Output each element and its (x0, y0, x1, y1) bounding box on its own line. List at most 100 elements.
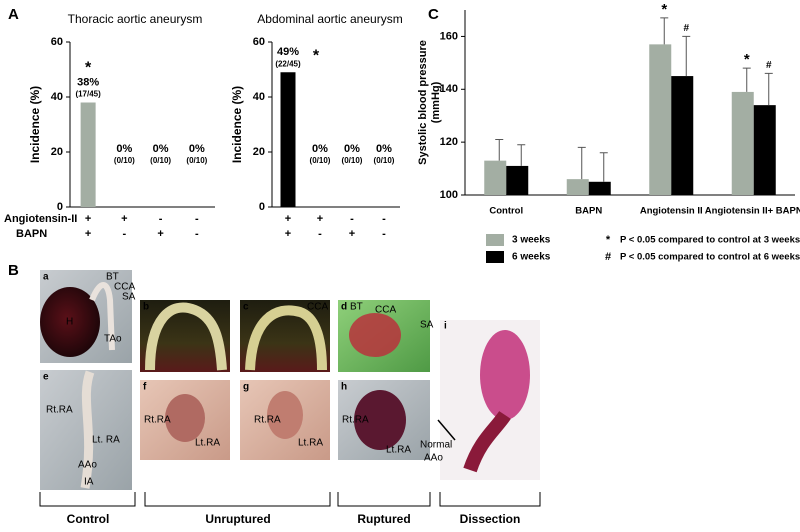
panel-label: A (8, 6, 19, 23)
x-tick-label: Angiotensin II (640, 206, 703, 217)
photo-label: Rt.RA (342, 415, 369, 426)
value-label: 0% (312, 143, 328, 155)
significance: # (766, 60, 772, 71)
group-label: Ruptured (357, 512, 410, 526)
error-bar (742, 67, 751, 92)
bar (731, 91, 754, 195)
bar (506, 165, 529, 195)
photo-organ (165, 394, 205, 442)
legend-note: P < 0.05 compared to control at 3 weeks (620, 235, 800, 246)
photo-label: CCA (375, 305, 396, 316)
count-label: (17/45) (75, 90, 101, 99)
significance: * (85, 60, 92, 77)
photo-label: CCA (307, 302, 328, 313)
value-label: 0% (344, 143, 360, 155)
treatment-sign: - (350, 213, 354, 225)
group-label: Dissection (460, 512, 521, 526)
photos (40, 270, 540, 490)
legend-swatch (486, 234, 504, 246)
treatment-sign: + (121, 213, 127, 225)
photo-vessel (245, 305, 327, 371)
photo-label: SA (122, 292, 136, 303)
bar (753, 105, 776, 195)
treatment-sign: - (318, 228, 322, 240)
treatment-sign: + (157, 228, 163, 240)
y-axis-label: Incidence (%) (230, 86, 244, 163)
photo-organ (267, 391, 303, 439)
photo-label: IA (84, 477, 94, 488)
bracket (337, 492, 431, 507)
error-bar (764, 72, 773, 106)
photo-label: Lt.RA (195, 438, 220, 449)
error-bar (660, 17, 669, 45)
treatment-sign: + (349, 228, 355, 240)
treatment-sign: - (195, 213, 199, 225)
photo-label: BT (350, 302, 363, 313)
y-axis-label: (mmHg) (430, 81, 442, 123)
y-tick-label: 160 (440, 30, 458, 42)
photo-letter: b (143, 302, 149, 313)
photo-label: Lt.RA (298, 438, 323, 449)
significance: * (313, 47, 320, 64)
photo-letter: f (143, 382, 147, 393)
legend-label: 3 weeks (512, 235, 551, 246)
value-label: 38% (77, 76, 99, 88)
y-tick-label: 0 (259, 201, 265, 213)
error-bar (495, 139, 504, 161)
treatment-sign: + (85, 228, 91, 240)
photo-letter: h (341, 382, 347, 393)
y-tick-label: 20 (51, 146, 63, 158)
bar (280, 72, 296, 207)
treatment-label: Angiotensin-II (4, 213, 77, 225)
count-label: (22/45) (275, 59, 301, 68)
group-brackets (39, 492, 541, 507)
photo-organ (40, 287, 100, 357)
y-tick-label: 100 (440, 189, 458, 201)
photo-vessel (80, 370, 95, 489)
x-tick-label: Control (489, 206, 523, 217)
photo-label: AAo (78, 460, 97, 471)
photo-label: Rt.RA (254, 415, 281, 426)
group-label: Unruptured (205, 512, 270, 526)
photo-label: H (66, 317, 73, 328)
bar (649, 44, 672, 195)
y-tick-label: 20 (253, 146, 265, 158)
photo-label: SA (420, 320, 434, 331)
legend-label: 6 weeks (512, 252, 551, 263)
panel-label: C (428, 6, 439, 23)
photo-vessel (145, 302, 227, 371)
bar (566, 179, 589, 195)
photo-label: Rt.RA (144, 415, 171, 426)
photo-organ (480, 330, 530, 420)
x-tick-label: BAPN (575, 206, 602, 217)
y-tick-label: 60 (51, 36, 63, 48)
treatment-sign: + (285, 228, 291, 240)
photo-letter: g (243, 382, 249, 393)
photo-label: Lt. RA (92, 435, 120, 446)
treatment-sign: - (382, 213, 386, 225)
y-axis-label: Incidence (%) (28, 86, 42, 163)
treatment-sign: - (195, 228, 199, 240)
photo-label: AAo (424, 453, 443, 464)
bracket (144, 492, 331, 507)
value-label: 0% (153, 143, 169, 155)
photo-label: Lt.RA (386, 445, 411, 456)
legend-swatch (486, 251, 504, 263)
count-label: (0/10) (114, 156, 135, 165)
treatment-sign: - (123, 228, 127, 240)
legend-symbol: * (606, 234, 611, 246)
pointer (437, 419, 456, 441)
photo-organ (349, 313, 401, 357)
y-tick-label: 40 (253, 91, 265, 103)
count-label: (0/10) (186, 156, 207, 165)
photo-label: Normal (420, 440, 452, 451)
value-label: 49% (277, 46, 299, 58)
y-tick-label: 120 (440, 136, 458, 148)
photo-label: BT (106, 272, 119, 283)
bar (80, 102, 96, 207)
count-label: (0/10) (374, 156, 395, 165)
significance: # (683, 23, 689, 34)
photo-letter: c (243, 302, 249, 313)
bar (484, 160, 507, 195)
photo-letter: e (43, 372, 49, 383)
